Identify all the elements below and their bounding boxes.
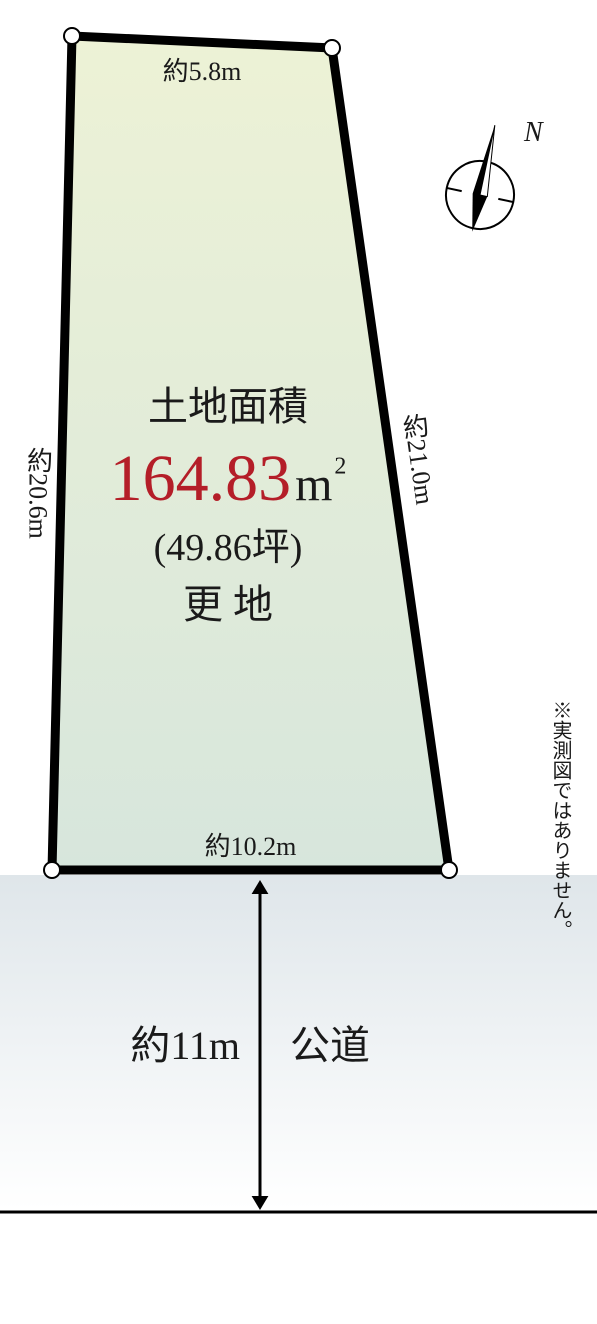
area-title: 土地面積	[148, 384, 308, 429]
plot-vertex	[324, 40, 340, 56]
road-label: 公道	[290, 1023, 370, 1068]
plot-vertex	[64, 28, 80, 44]
compass-n-label: N	[523, 117, 544, 148]
plot-vertex	[44, 862, 60, 878]
plot-vertex	[441, 862, 457, 878]
area-sarati: 更 地	[183, 582, 273, 627]
area-unit-sup: 2	[334, 454, 346, 480]
disclaimer-note: ※実測図ではありません。	[549, 700, 572, 940]
compass-icon	[439, 118, 528, 239]
dim-right: 約21.0m	[398, 411, 440, 506]
road-width-label: 約11m	[130, 1023, 240, 1068]
dim-left: 約20.6m	[24, 447, 53, 539]
area-value: 164.83	[110, 442, 292, 515]
area-tsubo: (49.86坪)	[154, 527, 303, 569]
dim-top: 約5.8m	[163, 57, 242, 86]
dim-bottom: 約10.2m	[205, 832, 297, 861]
area-unit: m	[295, 458, 332, 511]
